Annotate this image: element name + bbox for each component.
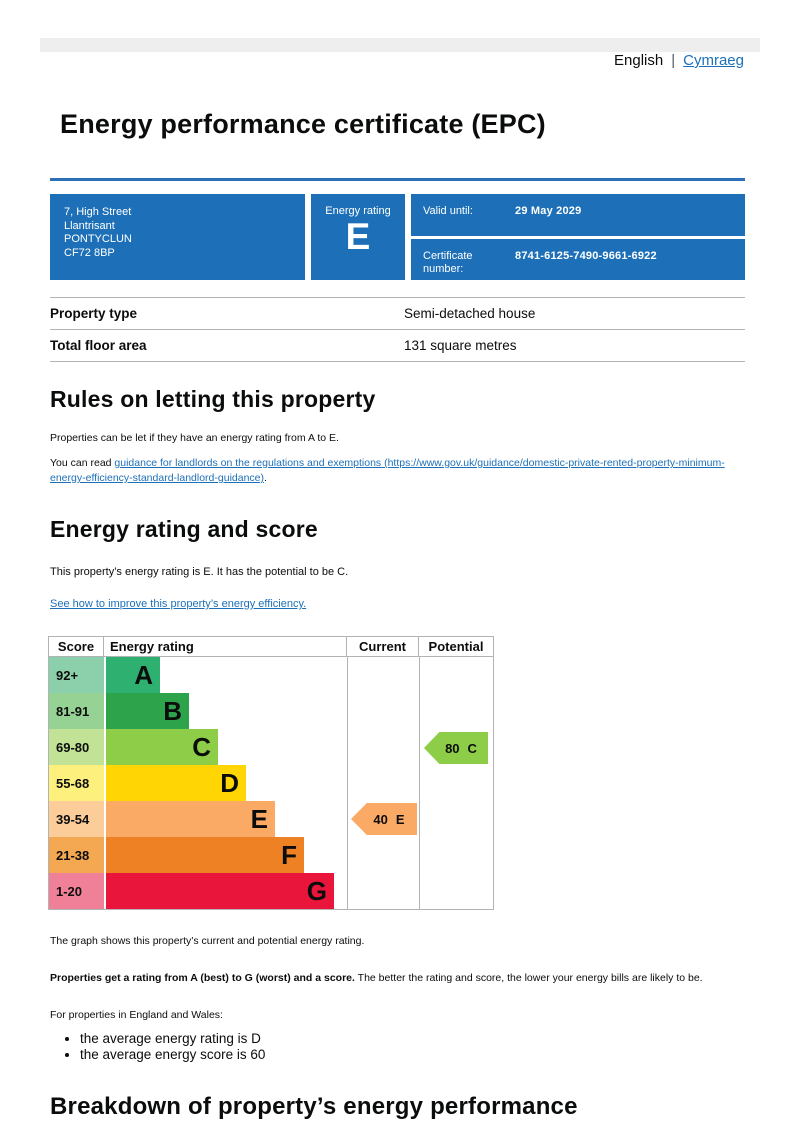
certificate-number-value: 8741-6125-7490-9661-6922: [515, 249, 657, 262]
band-bar-e: E: [106, 801, 275, 837]
energy-rating-chart: Score Energy rating Current Potential 92…: [48, 636, 494, 910]
band-bar-f: F: [106, 837, 304, 873]
property-address: 7, High Street Llantrisant PONTYCLUN CF7…: [50, 194, 305, 280]
guidance-prefix: You can read: [50, 457, 115, 469]
band-bar-a: A: [106, 657, 160, 693]
title-divider: [50, 178, 745, 181]
chart-body: 92+ A 81-91 B 69-80 C 55-68 D 39-54 E: [49, 657, 493, 909]
energy-rating-label: Energy rating: [325, 205, 391, 217]
score-column-header: Score: [49, 637, 104, 656]
band-score-range: 81-91: [49, 693, 104, 729]
current-letter: E: [395, 811, 405, 827]
current-column: 40 E: [347, 657, 419, 909]
band-score-range: 55-68: [49, 765, 104, 801]
band-bar-d: D: [106, 765, 246, 801]
address-line: PONTYCLUN: [64, 233, 132, 245]
chart-header: Score Energy rating Current Potential: [49, 637, 493, 657]
band-bar-c: C: [106, 729, 218, 765]
energy-rating-column-header: Energy rating: [110, 639, 194, 654]
current-column-header: Current: [346, 637, 418, 656]
energy-rating-value: E: [345, 216, 371, 257]
band-row-c: 69-80 C: [49, 729, 347, 765]
rating-explanation: Properties get a rating from A (best) to…: [50, 971, 740, 986]
floor-area-label: Total floor area: [50, 329, 404, 362]
band-row-e: 39-54 E: [49, 801, 347, 837]
list-item: the average energy score is 60: [80, 1047, 750, 1063]
band-score-range: 1-20: [49, 873, 104, 909]
rating-bands: 92+ A 81-91 B 69-80 C 55-68 D 39-54 E: [49, 657, 347, 909]
current-rating-arrow: 40 E: [351, 803, 417, 835]
property-facts-table: Property type Semi-detached house Total …: [50, 297, 745, 362]
band-row-d: 55-68 D: [49, 765, 347, 801]
band-row-b: 81-91 B: [49, 693, 347, 729]
rating-explanation-bold: Properties get a rating from A (best) to…: [50, 972, 355, 984]
potential-score: 80: [445, 740, 460, 756]
certificate-number-row: Certificate number: 8741-6125-7490-9661-…: [411, 238, 745, 280]
list-item: the average energy rating is D: [80, 1031, 750, 1047]
potential-letter: C: [467, 740, 477, 756]
band-score-range: 69-80: [49, 729, 104, 765]
certificate-number-label: Certificate number:: [423, 249, 473, 276]
rating-explanation-rest: The better the rating and score, the low…: [354, 972, 703, 984]
language-switcher: English | Cymraeg: [50, 52, 750, 69]
epc-page: English | Cymraeg Energy performance certi…: [48, 0, 750, 1121]
potential-column: 80 C: [419, 657, 493, 909]
rating-summary-text: This property’s energy rating is E. It h…: [50, 566, 349, 578]
table-row: Property type Semi-detached house: [50, 297, 745, 330]
average-stats-list: the average energy rating is D the avera…: [50, 1031, 750, 1063]
england-wales-note: For properties in England and Wales:: [50, 1009, 223, 1021]
band-row-a: 92+ A: [49, 657, 347, 693]
potential-column-header: Potential: [418, 637, 493, 656]
band-bar-g: G: [106, 873, 334, 909]
language-cymraeg-link[interactable]: Cymraeg: [683, 52, 744, 69]
potential-rating-arrow: 80 C: [424, 732, 488, 764]
top-bar: [40, 38, 760, 52]
property-type-label: Property type: [50, 297, 404, 330]
improve-efficiency-link[interactable]: See how to improve this property’s energ…: [50, 598, 307, 610]
valid-until-row: Valid until: 29 May 2029: [411, 194, 745, 236]
valid-until-value: 29 May 2029: [515, 205, 582, 217]
landlord-guidance-link[interactable]: guidance for landlords on the regulation…: [50, 457, 725, 484]
band-row-f: 21-38 F: [49, 837, 347, 873]
certificate-meta: Valid until: 29 May 2029 Certificate num…: [411, 194, 745, 280]
improve-paragraph: See how to improve this property’s energ…: [50, 597, 740, 612]
valid-until-label: Valid until:: [423, 205, 473, 217]
band-score-range: 39-54: [49, 801, 104, 837]
band-score-range: 21-38: [49, 837, 104, 873]
rules-paragraph: Properties can be let if they have an en…: [50, 432, 339, 444]
property-type-value: Semi-detached house: [404, 297, 745, 330]
current-score: 40: [373, 811, 388, 827]
summary-banner: 7, High Street Llantrisant PONTYCLUN CF7…: [50, 194, 745, 280]
guidance-paragraph: You can read guidance for landlords on t…: [50, 456, 740, 486]
graph-note: The graph shows this property’s current …: [50, 935, 365, 947]
rating-score-heading: Energy rating and score: [50, 516, 318, 542]
breakdown-heading: Breakdown of property’s energy performan…: [50, 1093, 578, 1120]
floor-area-value: 131 square metres: [404, 329, 745, 362]
rules-heading: Rules on letting this property: [50, 386, 376, 412]
energy-rating-cell: Energy rating E: [311, 194, 405, 280]
address-line: 7, High Street: [64, 206, 132, 218]
guidance-suffix: .: [264, 472, 267, 484]
address-line: CF72 8BP: [64, 246, 115, 259]
language-separator: |: [671, 52, 676, 69]
table-row: Total floor area 131 square metres: [50, 329, 745, 362]
language-english: English: [614, 52, 664, 69]
page-title: Energy performance certificate (EPC): [60, 109, 546, 139]
band-bar-b: B: [106, 693, 189, 729]
address-line: Llantrisant: [64, 219, 115, 232]
band-row-g: 1-20 G: [49, 873, 347, 909]
band-score-range: 92+: [49, 657, 104, 693]
